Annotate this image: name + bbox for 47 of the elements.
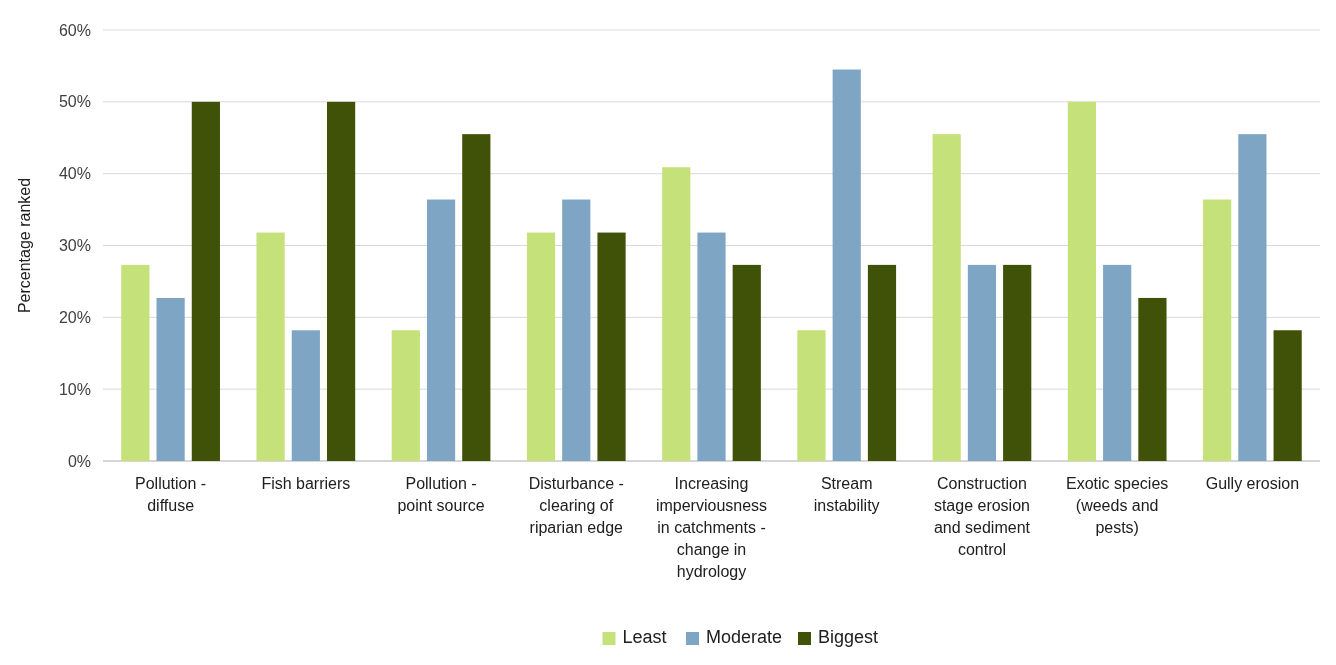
x-tick-label: Gully erosion	[1205, 475, 1300, 492]
x-tick-label: Stream instability	[813, 475, 880, 514]
bar	[1003, 264, 1032, 461]
y-tick-label: 0%	[67, 452, 91, 470]
legend-label: Least	[622, 627, 667, 647]
bar	[326, 101, 356, 461]
x-tick-label: Fish barriers	[261, 475, 351, 492]
bar	[191, 101, 220, 461]
y-tick-label: 60%	[58, 21, 91, 39]
y-tick-label: 50%	[58, 93, 91, 111]
bar	[1067, 101, 1097, 461]
bar	[426, 199, 456, 461]
y-tick-label: 30%	[58, 237, 91, 255]
bar	[156, 297, 185, 461]
bar	[391, 330, 420, 461]
bar	[1138, 297, 1167, 461]
bar	[1238, 134, 1267, 461]
bar	[697, 232, 726, 461]
y-tick-label: 40%	[58, 165, 91, 183]
y-tick-label: 10%	[58, 380, 91, 398]
bar	[1203, 199, 1232, 461]
bar	[597, 232, 626, 461]
bar	[967, 264, 997, 461]
bar	[121, 264, 150, 461]
bar	[256, 232, 285, 461]
x-tick-label: Construction stage erosion and sediment control	[933, 475, 1031, 558]
bar	[291, 330, 320, 461]
bar	[662, 167, 691, 461]
bar	[867, 264, 897, 461]
y-tick-label: 20%	[58, 308, 91, 326]
bar	[526, 232, 556, 461]
bar	[832, 69, 861, 461]
bar	[462, 134, 491, 461]
x-tick-label: Pollution - point source	[397, 475, 485, 514]
bar	[932, 134, 961, 461]
bar	[562, 199, 591, 461]
bar	[732, 264, 761, 461]
x-tick-label: Increasing imperviousness in catchments - change in hydrology	[655, 475, 768, 580]
y-axis-title: Percentage ranked	[16, 177, 33, 314]
x-tick-label: Exotic species (weeds and pests)	[1066, 475, 1169, 536]
bar	[1273, 330, 1302, 461]
bar	[1103, 264, 1132, 461]
x-tick-label: Disturbance - clearing of riparian edge	[528, 475, 624, 536]
bar	[797, 330, 826, 461]
legend-label: Moderate	[706, 627, 783, 647]
legend-label: Biggest	[818, 627, 879, 647]
x-tick-label: Pollution - diffuse	[135, 475, 207, 514]
